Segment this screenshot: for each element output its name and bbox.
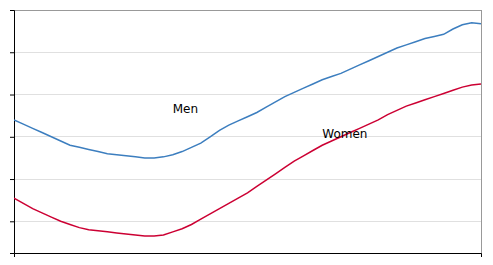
y-tick	[10, 221, 14, 222]
plot-area: Men Women	[10, 10, 482, 257]
frame	[14, 10, 481, 253]
y-tick-mark	[10, 10, 14, 11]
y-tick	[10, 137, 14, 138]
grid	[14, 10, 481, 221]
y-tick-mark	[10, 221, 14, 222]
x-axis	[15, 254, 482, 258]
y-tick	[10, 179, 14, 180]
series-line	[14, 23, 481, 158]
y-axis-line	[10, 11, 15, 254]
series-group	[14, 23, 481, 236]
y-axis	[10, 11, 15, 254]
y-tick-mark	[10, 52, 14, 53]
annotation: Women	[322, 127, 367, 141]
grid-line	[14, 179, 481, 180]
annotation: Men	[173, 102, 198, 116]
grid-line	[14, 52, 481, 53]
y-tick	[10, 10, 14, 11]
x-axis-line	[15, 254, 482, 258]
y-tick-mark	[10, 179, 14, 180]
grid-line	[14, 136, 481, 137]
y-tick-mark	[10, 95, 14, 96]
grid-line	[14, 221, 481, 222]
chart: Men Women	[0, 0, 493, 265]
y-tick	[10, 52, 14, 53]
grid-line	[14, 94, 481, 95]
series-line	[14, 84, 481, 236]
y-tick	[10, 95, 14, 96]
annotations: Men Women	[173, 102, 368, 141]
y-tick-mark	[10, 137, 14, 138]
